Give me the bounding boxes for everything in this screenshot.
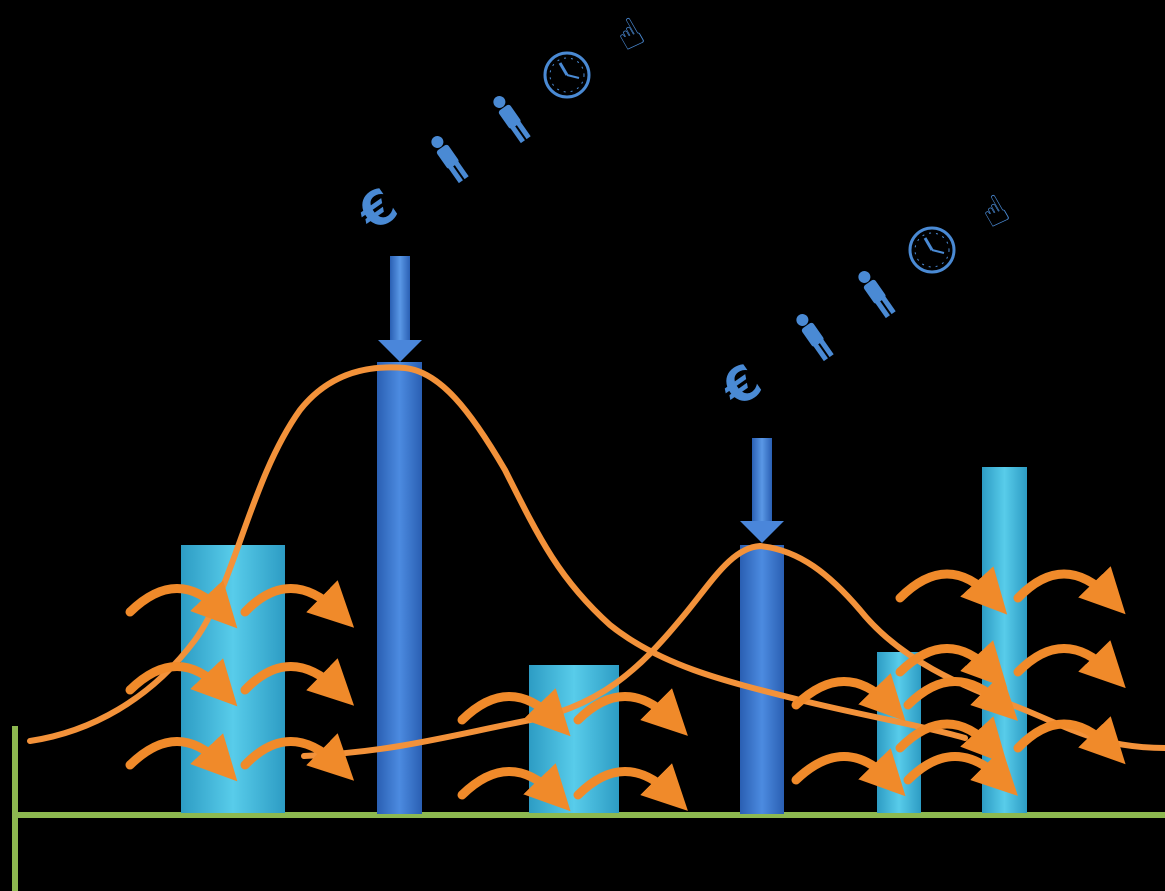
spread-arrow: [895, 566, 1008, 615]
bar-4: [740, 545, 784, 814]
spread-arrow: [573, 688, 688, 736]
spread-arrow: [125, 658, 238, 707]
spread-arrow: [895, 716, 1008, 765]
spread-arrow: [791, 673, 906, 722]
distribution-curves: [27, 364, 1165, 759]
spread-arrow: [1013, 640, 1126, 689]
spread-arrow: [903, 673, 1018, 721]
clock-icon: [543, 51, 591, 99]
person-icon: [858, 270, 896, 319]
bar-1: [181, 545, 285, 813]
spread-arrow: [125, 733, 238, 782]
spread-arrow: [1013, 716, 1126, 765]
resource-group-1: € ☝: [347, 9, 652, 243]
spread-arrow: [240, 733, 355, 781]
resource-group-2: € ☝: [711, 186, 1017, 419]
spread-arrow: [240, 658, 355, 706]
spread-arrow: [1013, 566, 1126, 615]
spread-arrow: [903, 748, 1018, 796]
spread-arrow: [895, 640, 1008, 689]
bar-6: [982, 467, 1027, 813]
down-arrow-1: [378, 256, 422, 362]
curve-2: [301, 543, 1165, 759]
spread-arrow: [791, 748, 906, 797]
spread-arrow: [240, 580, 355, 628]
axes: [12, 726, 1165, 891]
pointing-hand-icon: ☝: [973, 186, 1017, 238]
spread-arrow: [573, 763, 688, 811]
person-icon: [431, 135, 469, 184]
euro-icon: €: [711, 353, 771, 419]
clock-icon: [908, 226, 956, 274]
person-icon: [796, 313, 834, 362]
spread-arrow: [125, 580, 238, 629]
person-icon: [493, 95, 531, 144]
spread-arrow: [457, 763, 571, 812]
pointing-hand-icon: ☝: [608, 9, 652, 61]
down-arrow-2: [740, 438, 784, 543]
euro-icon: €: [347, 177, 407, 243]
spread-arrows: [125, 566, 1126, 812]
bar-2: [377, 362, 422, 814]
curve-1: [27, 364, 968, 744]
spread-arrow: [457, 688, 571, 737]
down-arrows: [378, 256, 784, 543]
